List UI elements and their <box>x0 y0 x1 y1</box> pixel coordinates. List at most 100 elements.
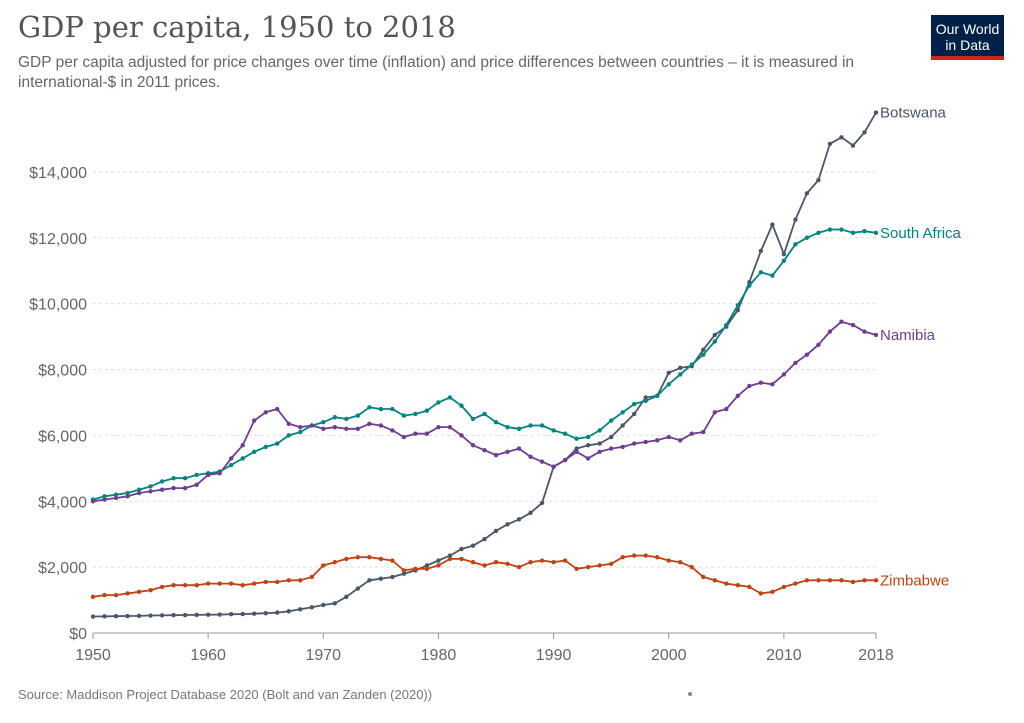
data-point <box>390 406 395 412</box>
data-point <box>125 490 130 496</box>
data-point <box>413 566 418 571</box>
data-point <box>148 484 153 489</box>
data-point <box>712 332 717 338</box>
data-point <box>286 578 291 583</box>
data-point <box>171 613 176 618</box>
data-point <box>620 555 625 560</box>
data-point <box>194 482 199 487</box>
source-link[interactable]: Maddison Project Database 2020 (Bolt and… <box>66 687 433 702</box>
data-point <box>850 230 856 236</box>
data-point <box>378 423 384 428</box>
data-point <box>228 462 234 468</box>
chart-title: GDP per capita, 1950 to 2018 <box>18 10 456 44</box>
data-point <box>401 568 407 573</box>
data-point <box>747 383 752 389</box>
owid-logo[interactable]: Our World in Data <box>931 15 1004 60</box>
data-point <box>862 329 867 334</box>
data-point <box>839 135 844 140</box>
data-point <box>562 431 568 436</box>
data-point <box>678 372 683 377</box>
data-point <box>344 416 349 422</box>
data-point <box>539 558 545 563</box>
data-point <box>505 561 510 567</box>
data-point <box>436 558 441 563</box>
data-point <box>470 416 476 422</box>
data-point <box>735 308 741 313</box>
data-point <box>827 329 833 334</box>
data-point <box>793 217 798 222</box>
data-point <box>620 423 625 428</box>
data-point <box>424 431 430 436</box>
data-point <box>839 227 844 232</box>
logo-accent-bar <box>931 56 1004 60</box>
data-point <box>90 614 96 619</box>
data-point <box>136 589 142 595</box>
data-point <box>678 559 683 565</box>
data-point <box>781 372 787 377</box>
data-point <box>631 401 637 407</box>
data-point <box>493 452 499 458</box>
data-point <box>712 578 717 583</box>
data-point <box>90 499 96 504</box>
data-point <box>113 495 119 501</box>
data-point <box>125 494 130 499</box>
data-point <box>735 303 741 308</box>
data-point <box>862 130 867 135</box>
x-tick-label: 1960 <box>190 647 226 664</box>
data-point <box>701 574 706 580</box>
y-tick-label: $2,000 <box>38 560 87 577</box>
data-point <box>148 587 153 593</box>
data-point <box>873 332 879 338</box>
data-point <box>689 362 694 367</box>
data-point <box>263 444 268 450</box>
data-point <box>159 479 165 484</box>
data-point <box>321 602 326 608</box>
data-point <box>459 546 464 552</box>
data-point <box>309 605 314 610</box>
data-point <box>355 586 361 591</box>
data-point <box>182 583 188 588</box>
data-point <box>436 563 441 568</box>
data-point <box>585 564 591 570</box>
data-point <box>643 395 648 400</box>
data-point <box>436 424 441 430</box>
y-tick-label: $14,000 <box>29 165 87 182</box>
data-point <box>666 370 671 375</box>
data-point <box>125 613 130 619</box>
data-point <box>252 581 257 586</box>
data-point <box>240 583 245 588</box>
series-label: South Africa <box>880 225 962 242</box>
data-point <box>344 594 349 599</box>
data-point <box>390 574 395 580</box>
data-point <box>413 411 418 417</box>
data-point <box>770 273 775 278</box>
data-point <box>286 421 291 427</box>
y-tick-label: $8,000 <box>38 363 87 380</box>
logo-line-2: in Data <box>945 37 990 53</box>
footer-dot <box>688 692 692 696</box>
data-point <box>436 400 441 405</box>
data-point <box>770 222 775 227</box>
data-point <box>401 434 407 440</box>
data-point <box>205 581 211 586</box>
data-point <box>516 517 522 522</box>
data-point <box>113 492 119 497</box>
data-point <box>136 613 142 619</box>
data-point <box>482 411 487 417</box>
data-point <box>816 177 821 183</box>
data-point <box>873 110 879 115</box>
data-point <box>839 319 844 324</box>
data-point <box>228 581 234 586</box>
data-point <box>678 438 683 443</box>
data-point <box>102 497 107 502</box>
data-point <box>528 559 533 565</box>
x-tick-label: 1990 <box>536 647 572 664</box>
data-point <box>263 579 268 585</box>
data-point <box>240 611 245 617</box>
data-point <box>712 339 717 344</box>
data-point <box>505 449 510 455</box>
data-point <box>148 613 153 618</box>
data-point <box>136 490 142 496</box>
data-point <box>205 612 211 617</box>
